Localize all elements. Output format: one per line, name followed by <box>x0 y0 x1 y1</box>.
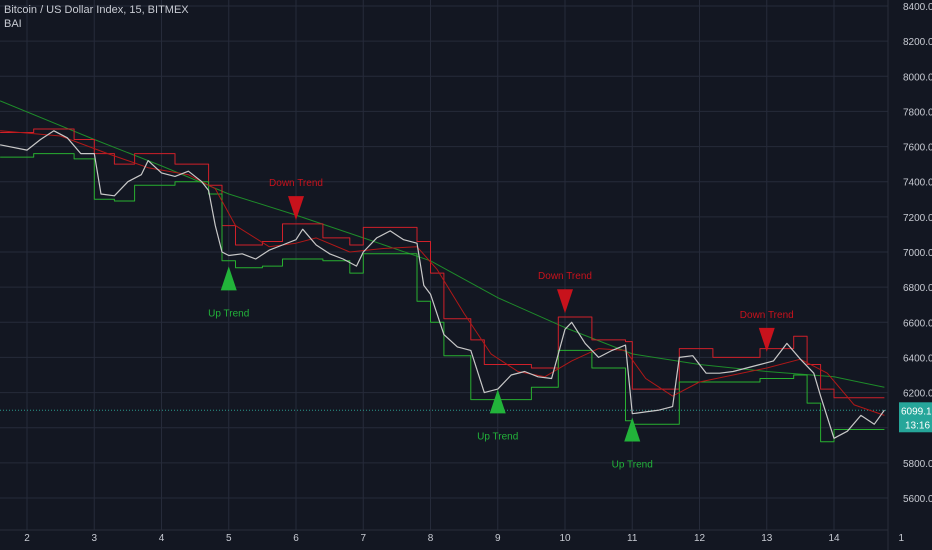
indicator-name[interactable]: BAI <box>4 18 22 30</box>
y-tick-label: 5600.00 <box>903 494 932 505</box>
y-tick-label: 6200.00 <box>903 389 932 400</box>
x-tick-label: 3 <box>91 533 97 544</box>
x-tick-label: 1 <box>898 533 904 544</box>
down-trend-arrow <box>557 289 573 314</box>
up-trend-label: Up Trend <box>612 459 653 470</box>
down-trend-label: Down Trend <box>740 310 794 321</box>
y-tick-label: 6600.00 <box>903 318 932 329</box>
x-tick-label: 12 <box>694 533 706 544</box>
lower-band-line <box>0 153 885 443</box>
price-line <box>0 130 885 439</box>
down-trend-arrow <box>758 327 775 352</box>
x-tick-label: 2 <box>24 533 30 544</box>
y-tick-label: 7800.00 <box>903 107 932 118</box>
x-tick-label: 9 <box>495 533 501 544</box>
x-tick-label: 13 <box>761 533 773 544</box>
price-label-value: 6099.17 <box>901 406 932 417</box>
y-tick-label: 6400.00 <box>903 353 932 364</box>
chart-grid <box>0 0 889 550</box>
chart-series <box>0 100 888 443</box>
trend-markers: Up Trend Down Trend Up Trend Down Trend Up T… <box>208 178 794 470</box>
price-label-countdown: 13:16 <box>905 420 930 431</box>
y-tick-label: 5800.00 <box>903 459 932 470</box>
x-tick-label: 14 <box>828 533 840 544</box>
x-tick-label: 8 <box>428 533 434 544</box>
up-trend-label: Up Trend <box>477 431 518 442</box>
y-tick-label: 8200.00 <box>903 37 932 48</box>
up-trend-arrow <box>489 389 506 414</box>
current-price-tag: 6099.17 13:16 <box>899 402 932 433</box>
fast-ma-line <box>0 130 885 416</box>
y-tick-label: 8000.00 <box>903 72 932 83</box>
down-trend-label: Down Trend <box>269 178 323 189</box>
price-label-box <box>899 402 932 433</box>
y-tick-label: 7600.00 <box>903 143 932 154</box>
y-tick-label: 7200.00 <box>903 213 932 224</box>
upper-band-line <box>0 128 885 399</box>
x-tick-label: 4 <box>159 533 165 544</box>
up-trend-arrow <box>220 266 237 291</box>
chart-legend: Bitcoin / US Dollar Index, 15, BITMEX BA… <box>4 3 189 31</box>
symbol-title[interactable]: Bitcoin / US Dollar Index, 15, BITMEX <box>4 4 189 16</box>
up-trend-label: Up Trend <box>208 308 249 319</box>
y-tick-label: 7000.00 <box>903 248 932 259</box>
x-tick-label: 6 <box>293 533 299 544</box>
down-trend-arrow <box>288 196 304 221</box>
x-tick-label: 11 <box>627 533 638 544</box>
x-tick-label: 10 <box>559 533 571 544</box>
x-tick-label: 5 <box>226 533 232 544</box>
up-trend-arrow <box>624 417 641 442</box>
y-tick-label: 8400.00 <box>903 2 932 13</box>
y-tick-label: 7400.00 <box>903 178 932 189</box>
x-axis: 2 3 4 5 6 7 8 9 10 11 12 13 14 1 <box>24 533 904 544</box>
y-tick-label: 6800.00 <box>903 283 932 294</box>
x-tick-label: 7 <box>360 533 366 544</box>
down-trend-label: Down Trend <box>538 271 592 282</box>
